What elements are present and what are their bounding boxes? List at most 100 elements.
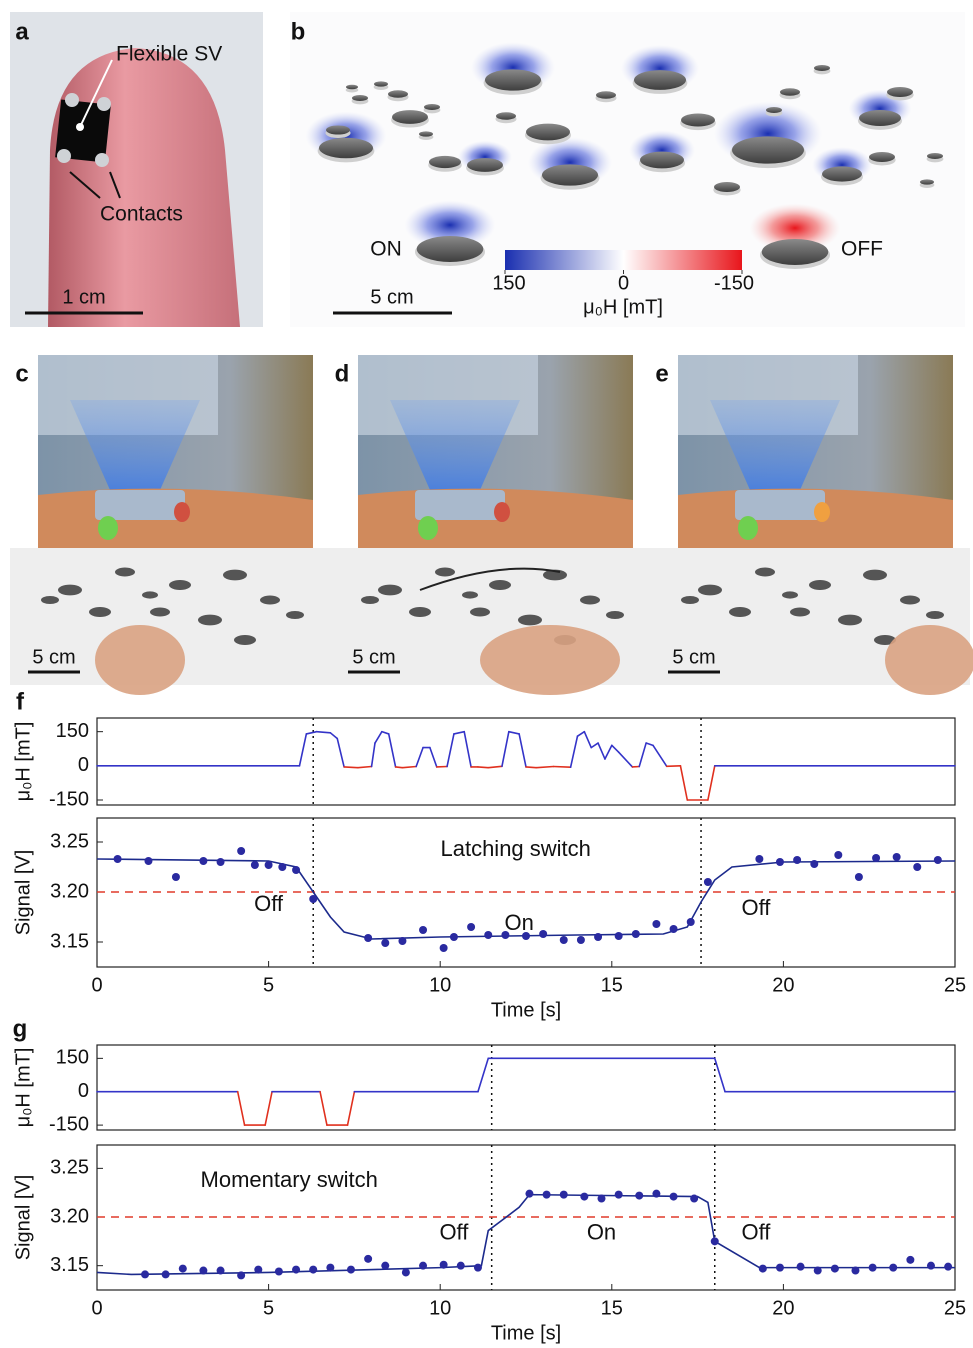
data-point <box>793 856 802 864</box>
panel-label: f <box>16 688 25 715</box>
field-segment <box>477 1057 490 1093</box>
decoration <box>761 239 829 265</box>
data-point <box>542 1190 551 1199</box>
decoration <box>710 400 840 490</box>
decoration <box>169 580 191 590</box>
x-tick-label: 20 <box>772 1297 794 1319</box>
decoration <box>863 569 887 581</box>
decoration <box>494 502 510 522</box>
y-tick-label: 150 <box>56 720 89 742</box>
annotation: Momentary switch <box>201 1167 378 1192</box>
colorbar-label: μ₀H [mT] <box>583 296 663 318</box>
colorbar-tick-label: 0 <box>618 272 629 294</box>
data-point <box>690 1194 699 1203</box>
decoration <box>681 113 715 127</box>
decoration <box>874 635 896 645</box>
data-point <box>292 1265 301 1274</box>
field-segment <box>387 733 397 768</box>
data-point <box>161 1270 170 1279</box>
decoration <box>749 203 841 253</box>
field-segment <box>415 746 424 768</box>
data-point <box>484 931 493 939</box>
decoration <box>470 607 490 617</box>
field-segment <box>315 730 332 734</box>
annotation: OFF <box>841 238 883 261</box>
data-point <box>597 1194 606 1203</box>
field-segment <box>429 746 438 768</box>
data-point <box>501 931 510 939</box>
data-point <box>834 851 843 859</box>
data-point <box>237 1271 246 1280</box>
y-tick-label: 3.25 <box>50 1157 89 1179</box>
decoration <box>859 110 901 126</box>
decoration <box>809 580 831 590</box>
data-point <box>652 920 661 928</box>
panel-label: d <box>335 360 350 387</box>
y-tick-label: 0 <box>78 1080 89 1102</box>
decoration <box>174 502 190 522</box>
decoration <box>790 607 810 617</box>
data-point <box>614 1190 623 1199</box>
data-point <box>635 1191 644 1200</box>
data-point <box>813 1266 822 1275</box>
data-point <box>250 861 259 869</box>
decoration <box>887 87 913 97</box>
plot-frame <box>96 1044 956 1131</box>
decoration <box>424 103 440 111</box>
y-axis-label: Signal [V] <box>12 850 34 936</box>
field-segment <box>453 730 466 735</box>
decoration <box>462 591 478 599</box>
y-tick-label: 3.20 <box>50 880 89 902</box>
plot-frame <box>96 717 956 806</box>
decoration <box>95 490 185 520</box>
field-segment <box>336 737 345 768</box>
decoration <box>681 595 699 605</box>
decoration <box>70 400 200 490</box>
data-point <box>525 1189 534 1198</box>
decoration <box>346 84 358 90</box>
data-point <box>933 856 942 864</box>
field-segment <box>518 733 527 768</box>
decoration <box>378 584 402 596</box>
field-segment <box>357 765 373 769</box>
data-point <box>669 1192 678 1201</box>
decoration <box>142 591 158 599</box>
decoration <box>58 584 82 596</box>
x-tick-label: 10 <box>429 1297 451 1319</box>
decoration <box>198 614 222 626</box>
decoration <box>634 70 686 90</box>
decoration <box>543 569 567 581</box>
decoration <box>885 625 973 695</box>
panel-label: c <box>15 360 28 387</box>
field-segment <box>617 751 634 768</box>
panel-label: a <box>15 18 29 45</box>
decoration <box>714 182 740 192</box>
annotation: On <box>587 1219 616 1244</box>
data-point <box>755 855 764 863</box>
field-segment <box>597 742 606 760</box>
data-point <box>398 937 407 945</box>
data-point <box>539 930 548 938</box>
x-tick-label: 5 <box>263 974 274 996</box>
data-point <box>631 930 640 938</box>
data-point <box>199 1266 208 1275</box>
decoration <box>115 567 135 577</box>
field-segment <box>552 765 572 768</box>
decoration <box>388 90 408 98</box>
y-tick-label: 0 <box>78 754 89 776</box>
data-point <box>913 863 922 871</box>
colorbar <box>505 250 742 270</box>
decoration <box>729 607 751 617</box>
decoration <box>738 516 758 540</box>
scale-bar-label: 5 cm <box>32 646 75 668</box>
photo-b <box>290 12 965 327</box>
data-point <box>906 1255 915 1264</box>
x-tick-label: 15 <box>601 1297 623 1319</box>
data-point <box>439 944 448 952</box>
field-segment <box>401 765 417 769</box>
data-point <box>944 1262 953 1271</box>
field-segment <box>610 744 620 753</box>
field-segment <box>346 1090 356 1126</box>
